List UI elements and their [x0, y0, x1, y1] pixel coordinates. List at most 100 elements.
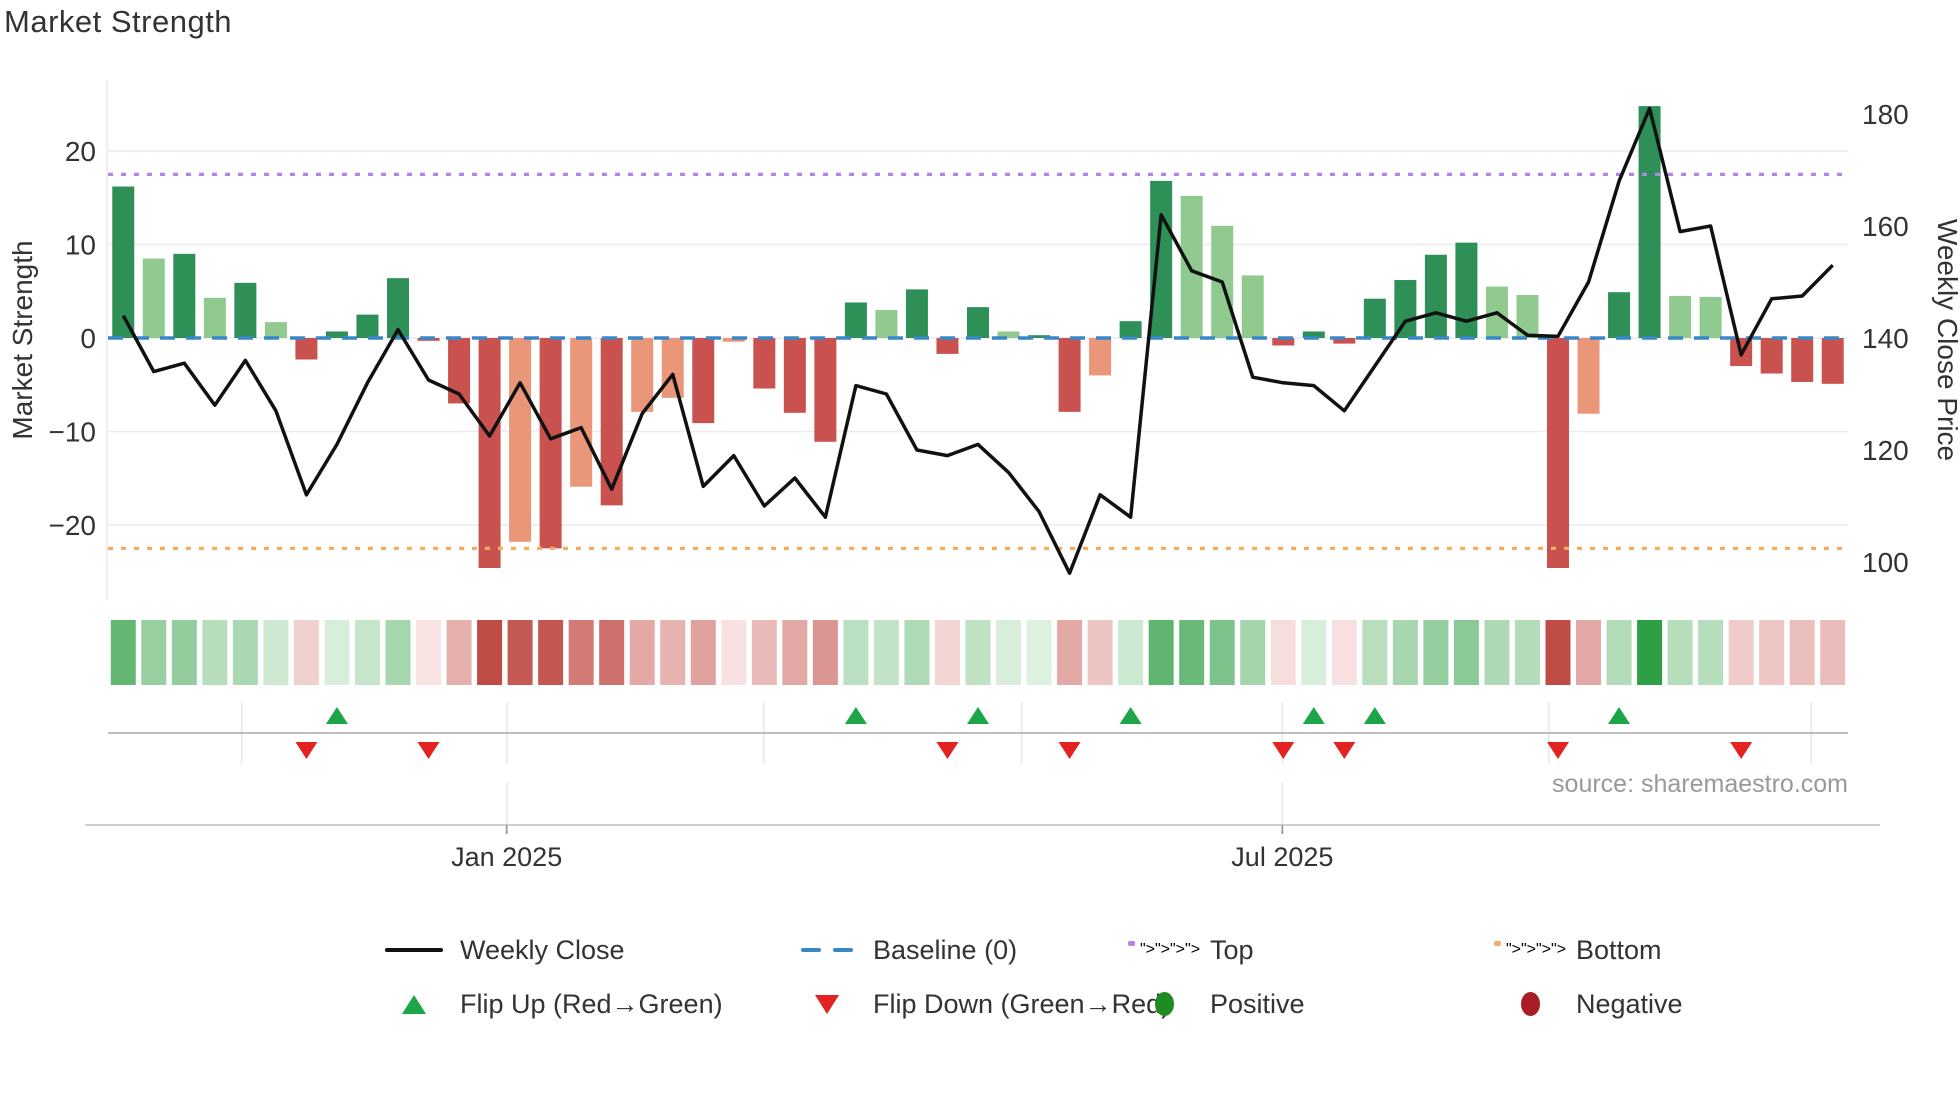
price-tick-label: 160 [1862, 211, 1909, 242]
heatmap-cell [568, 620, 594, 685]
heatmap-cell [416, 620, 442, 685]
heatmap-cell [721, 620, 747, 685]
strength-bar [936, 338, 959, 354]
heatmap-cell [507, 620, 533, 685]
y-tick-label: 10 [65, 230, 96, 261]
strength-bar [1699, 296, 1722, 338]
price-tick-label: 140 [1862, 323, 1909, 354]
heatmap-cell [629, 620, 655, 685]
strength-bar [1638, 106, 1661, 339]
heatmap-cell [1087, 620, 1113, 685]
heatmap-cell [1179, 620, 1205, 685]
strength-bar [1424, 254, 1447, 338]
left-axis-title: Market Strength [7, 240, 38, 439]
strength-bar [1089, 338, 1112, 376]
heatmap-cell [1118, 620, 1144, 685]
heatmap-cell [782, 620, 808, 685]
flip-down-marker [417, 742, 440, 759]
strength-bar [1333, 338, 1356, 344]
heatmap-cell [141, 620, 167, 685]
strength-bar [1760, 338, 1783, 374]
flip-down-marker [1333, 742, 1356, 759]
heatmap-cell [1392, 620, 1418, 685]
strength-bar [1241, 275, 1264, 338]
heatmap-cell [1606, 620, 1632, 685]
price-tick-label: 100 [1862, 547, 1909, 578]
heatmap-cell [1057, 620, 1083, 685]
heatmap-cell [965, 620, 991, 685]
strength-bar [1791, 338, 1814, 382]
strength-bar [1363, 298, 1386, 338]
heatmap-cell [385, 620, 411, 685]
flip-down-marker [936, 742, 959, 759]
strength-bar [1150, 180, 1173, 338]
strength-bar [997, 331, 1020, 338]
heatmap-cell [1637, 620, 1663, 685]
heatmap-cell [690, 620, 716, 685]
heatmap-cell [1453, 620, 1479, 685]
strength-bar [356, 314, 379, 338]
x-tick-label: Jan 2025 [451, 842, 562, 872]
heatmap-cell [996, 620, 1022, 685]
strength-bar [692, 338, 715, 424]
heatmap-cell [1545, 620, 1571, 685]
strength-bar [1516, 294, 1539, 338]
heatmap-cell [1576, 620, 1602, 685]
heatmap-cell [1698, 620, 1724, 685]
flip-up-marker [325, 707, 348, 724]
strength-bar [1394, 280, 1417, 338]
source-credit: source: sharemaestro.com [1552, 770, 1848, 798]
strength-bar [112, 186, 135, 338]
heatmap-cell [751, 620, 777, 685]
y-tick-label: 20 [65, 136, 96, 167]
strength-bar [753, 338, 776, 389]
strength-bar [264, 322, 287, 338]
flip-up-marker [1302, 707, 1325, 724]
heatmap-cell [1209, 620, 1235, 685]
y-tick-label: −10 [49, 417, 97, 448]
strength-bar [1608, 292, 1631, 338]
heatmap-cell [1820, 620, 1846, 685]
strength-bar [1577, 338, 1600, 414]
strength-bar [478, 338, 501, 569]
flip-down-marker [1547, 742, 1569, 759]
heatmap-cell [873, 620, 899, 685]
heatmap-cell [1240, 620, 1266, 685]
strength-bar [448, 338, 471, 404]
strength-bar [509, 338, 532, 542]
heatmap-cell [1423, 620, 1449, 685]
strength-bar [722, 338, 745, 342]
flip-up-marker [967, 707, 989, 724]
flip-down-marker [295, 742, 318, 759]
flip-markers [108, 702, 1848, 764]
strength-bar [1821, 338, 1844, 384]
strength-bar [967, 307, 989, 338]
price-tick-label: 180 [1862, 99, 1909, 130]
right-axis-title: Weekly Close Price [1932, 219, 1960, 461]
strength-bar [814, 338, 837, 442]
strength-bar [1669, 295, 1692, 338]
heatmap-cell [477, 620, 503, 685]
strength-bar [325, 331, 348, 338]
heatmap-cell [843, 620, 869, 685]
strength-bar [387, 278, 409, 338]
strength-bar [1119, 321, 1142, 338]
heatmap-cell [1362, 620, 1388, 685]
weekly-close-line [121, 106, 1834, 575]
price-tick-label: 120 [1862, 435, 1909, 466]
heatmap-cell [1484, 620, 1510, 685]
heatmap-cell [446, 620, 472, 685]
strength-bar [142, 258, 165, 338]
heatmap-cell [1331, 620, 1357, 685]
heatmap-cell [1148, 620, 1174, 685]
heatmap-cell [660, 620, 686, 685]
heatmap-cell [904, 620, 930, 685]
flip-up-marker [844, 707, 867, 724]
strength-bar [173, 253, 196, 338]
strength-bar [1180, 195, 1203, 338]
strength-bar [203, 297, 226, 338]
strength-bar [295, 338, 318, 360]
flip-down-marker [1058, 742, 1081, 759]
flip-up-marker [1363, 707, 1386, 724]
